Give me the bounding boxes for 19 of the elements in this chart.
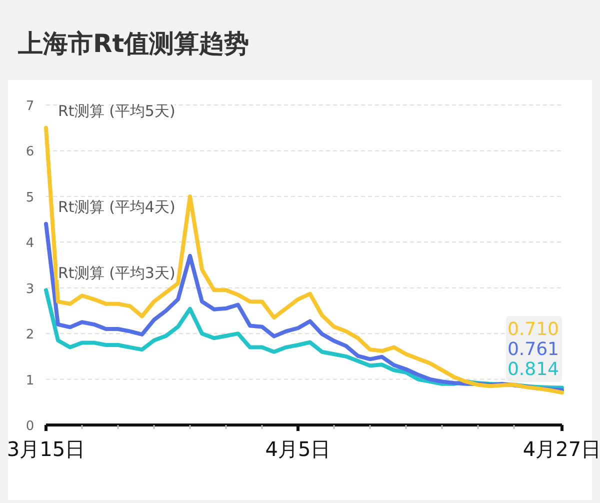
chart-title: 上海市Rt值测算趋势 bbox=[17, 29, 250, 58]
x-tick-label: 4月5日 bbox=[265, 437, 331, 461]
line-series bbox=[44, 126, 564, 395]
data-label: 0.814 bbox=[507, 359, 559, 380]
x-tick-label: 3月15日 bbox=[6, 437, 86, 461]
series-label: Rt测算 (平均4天) bbox=[58, 198, 176, 216]
y-tick-label: 0 bbox=[26, 419, 34, 434]
y-tick-label: 7 bbox=[26, 99, 34, 114]
y-tick-label: 1 bbox=[26, 373, 34, 388]
y-tick-label: 5 bbox=[26, 190, 34, 206]
data-label: 0.710 bbox=[507, 319, 559, 340]
series-label: Rt测算 (平均5天) bbox=[58, 102, 176, 120]
x-tick-label: 4月27日 bbox=[522, 437, 600, 461]
series-label: Rt测算 (平均3天) bbox=[58, 264, 176, 282]
y-tick-label: 4 bbox=[26, 236, 34, 252]
data-label: 0.761 bbox=[507, 339, 559, 360]
y-tick-label: 3 bbox=[26, 282, 34, 297]
y-tick-label: 2 bbox=[26, 328, 34, 343]
y-tick-label: 6 bbox=[26, 144, 34, 160]
